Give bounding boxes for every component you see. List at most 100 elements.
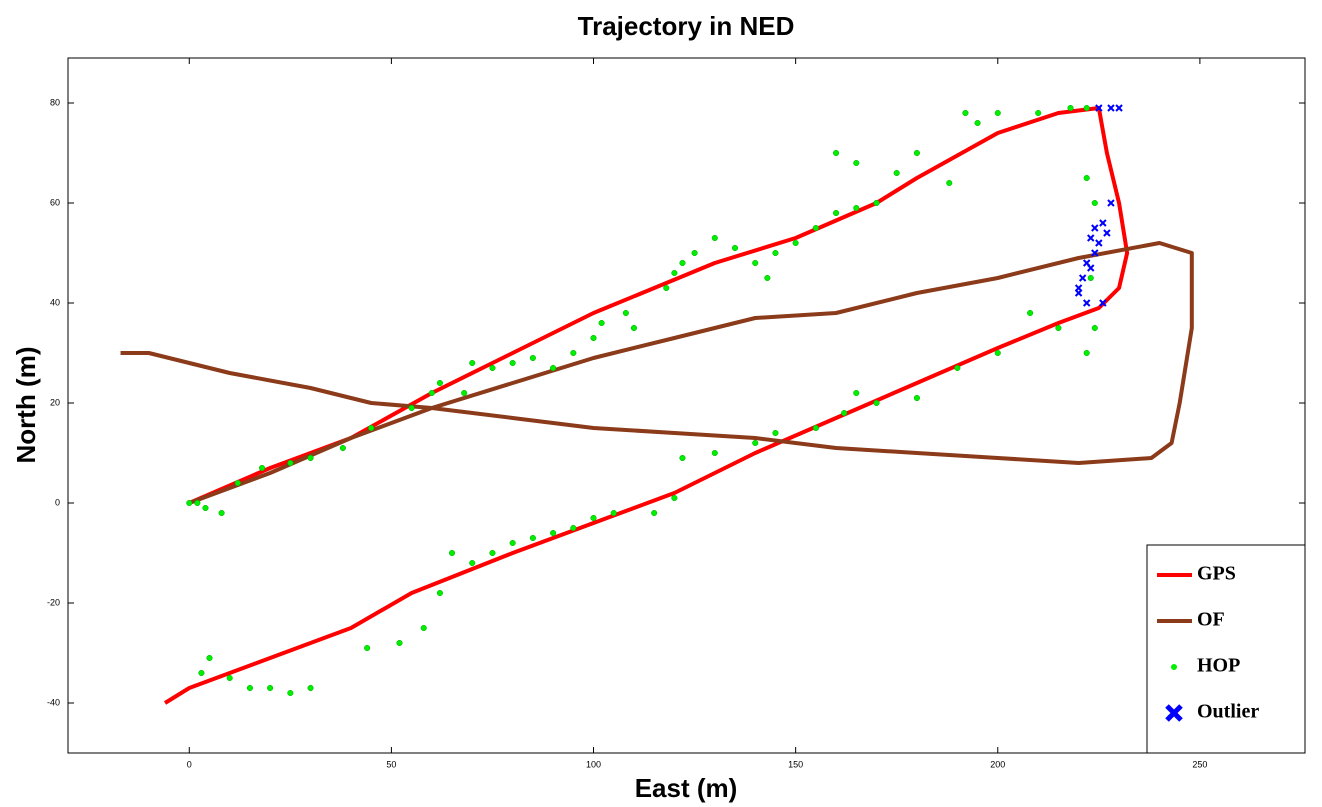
hop-point [258, 464, 266, 472]
outlier-marker [1115, 104, 1123, 112]
x-tick-label: 50 [386, 759, 396, 769]
hop-point [873, 199, 880, 207]
hop-point [489, 364, 496, 372]
hop-point [853, 389, 860, 397]
hop-point [792, 239, 799, 247]
trajectory-line [120, 241, 1194, 505]
hop-point [764, 274, 771, 282]
hop-point [226, 674, 233, 682]
hop-point [1083, 104, 1090, 112]
x-tick-label: 100 [586, 759, 601, 769]
hop-point [873, 399, 880, 407]
hop-point [833, 149, 840, 157]
y-tick-label: -20 [47, 597, 60, 607]
hop-point [622, 309, 629, 317]
hop-point [368, 424, 375, 432]
hop-point [752, 439, 759, 447]
outlier-marker [1107, 104, 1115, 112]
hop-point [752, 259, 759, 267]
hop-point [206, 654, 213, 662]
hop-point [962, 109, 969, 117]
x-axis-label: East (m) [635, 773, 738, 803]
hop-point [509, 539, 516, 547]
hop-point [186, 499, 193, 507]
hop-point [529, 534, 536, 542]
outlier-marker [1099, 219, 1107, 227]
outlier-marker [1095, 104, 1103, 112]
hop-point [853, 159, 860, 167]
legend-label: HOP [1197, 655, 1240, 677]
hop-point [946, 179, 953, 187]
hop-point [1083, 349, 1090, 357]
outlier-marker [1091, 249, 1099, 257]
hop-point [194, 499, 201, 507]
hop-point [448, 549, 456, 557]
hop-point [630, 324, 637, 332]
hop-point [663, 284, 670, 292]
hop-point [853, 204, 860, 212]
hop-point [436, 589, 443, 597]
hop-point [1027, 309, 1034, 317]
outlier-marker [1099, 299, 1107, 307]
hop-point [1087, 274, 1094, 282]
hop-point [1035, 109, 1042, 117]
hop-point [469, 559, 476, 567]
y-tick-label: 80 [50, 97, 60, 107]
hop-point [461, 389, 468, 397]
trajectory-line [163, 106, 1130, 705]
outlier-marker [1087, 234, 1095, 242]
hop-point [307, 454, 314, 462]
outlier-marker [1074, 289, 1083, 297]
hop-point [812, 424, 819, 432]
hop-point [396, 639, 403, 647]
hop-point [364, 644, 371, 652]
hop-point [420, 624, 427, 632]
x-tick-label: 250 [1192, 759, 1207, 769]
hop-point [428, 389, 435, 397]
y-tick-label: 20 [50, 397, 60, 407]
hop-point [408, 404, 415, 412]
hop-point [954, 364, 961, 372]
hop-point [287, 689, 294, 697]
hop-point [198, 669, 205, 677]
hop-point [1091, 324, 1098, 332]
y-tick-label: -40 [47, 697, 60, 707]
legend-swatch [1165, 704, 1183, 722]
outlier-marker [1091, 224, 1099, 232]
legend-swatch [1171, 664, 1177, 670]
hop-point [287, 459, 294, 467]
hop-point [772, 249, 779, 257]
x-tick-label: 150 [788, 759, 803, 769]
hop-point [994, 349, 1001, 357]
x-tick-label: 0 [187, 759, 192, 769]
hop-point [772, 429, 779, 437]
hop-point [691, 249, 698, 257]
outlier-marker [1107, 199, 1115, 207]
hop-point [994, 109, 1001, 117]
plot-area [67, 57, 1306, 754]
hop-point [711, 449, 718, 457]
hop-point [590, 334, 597, 342]
hop-point [1055, 324, 1062, 332]
hop-point [529, 354, 536, 362]
hop-point [974, 119, 981, 127]
hop-point [246, 684, 253, 692]
hop-point [679, 454, 686, 462]
hop-point [679, 259, 686, 267]
legend-label: Outlier [1197, 701, 1259, 723]
chart-title: Trajectory in NED [578, 11, 795, 41]
hop-point [711, 234, 718, 242]
y-tick-label: 40 [50, 297, 60, 307]
outlier-marker [1095, 239, 1103, 247]
hop-point [234, 479, 241, 487]
hop-point [436, 379, 443, 387]
hop-point [550, 364, 557, 372]
outlier-marker [1103, 229, 1111, 237]
legend-box [1146, 544, 1306, 754]
hop-point [913, 394, 920, 402]
hop-point [218, 509, 225, 517]
hop-point [913, 149, 920, 157]
outlier-marker [1087, 264, 1095, 272]
hop-point [893, 169, 900, 177]
outlier-marker [1083, 299, 1091, 307]
